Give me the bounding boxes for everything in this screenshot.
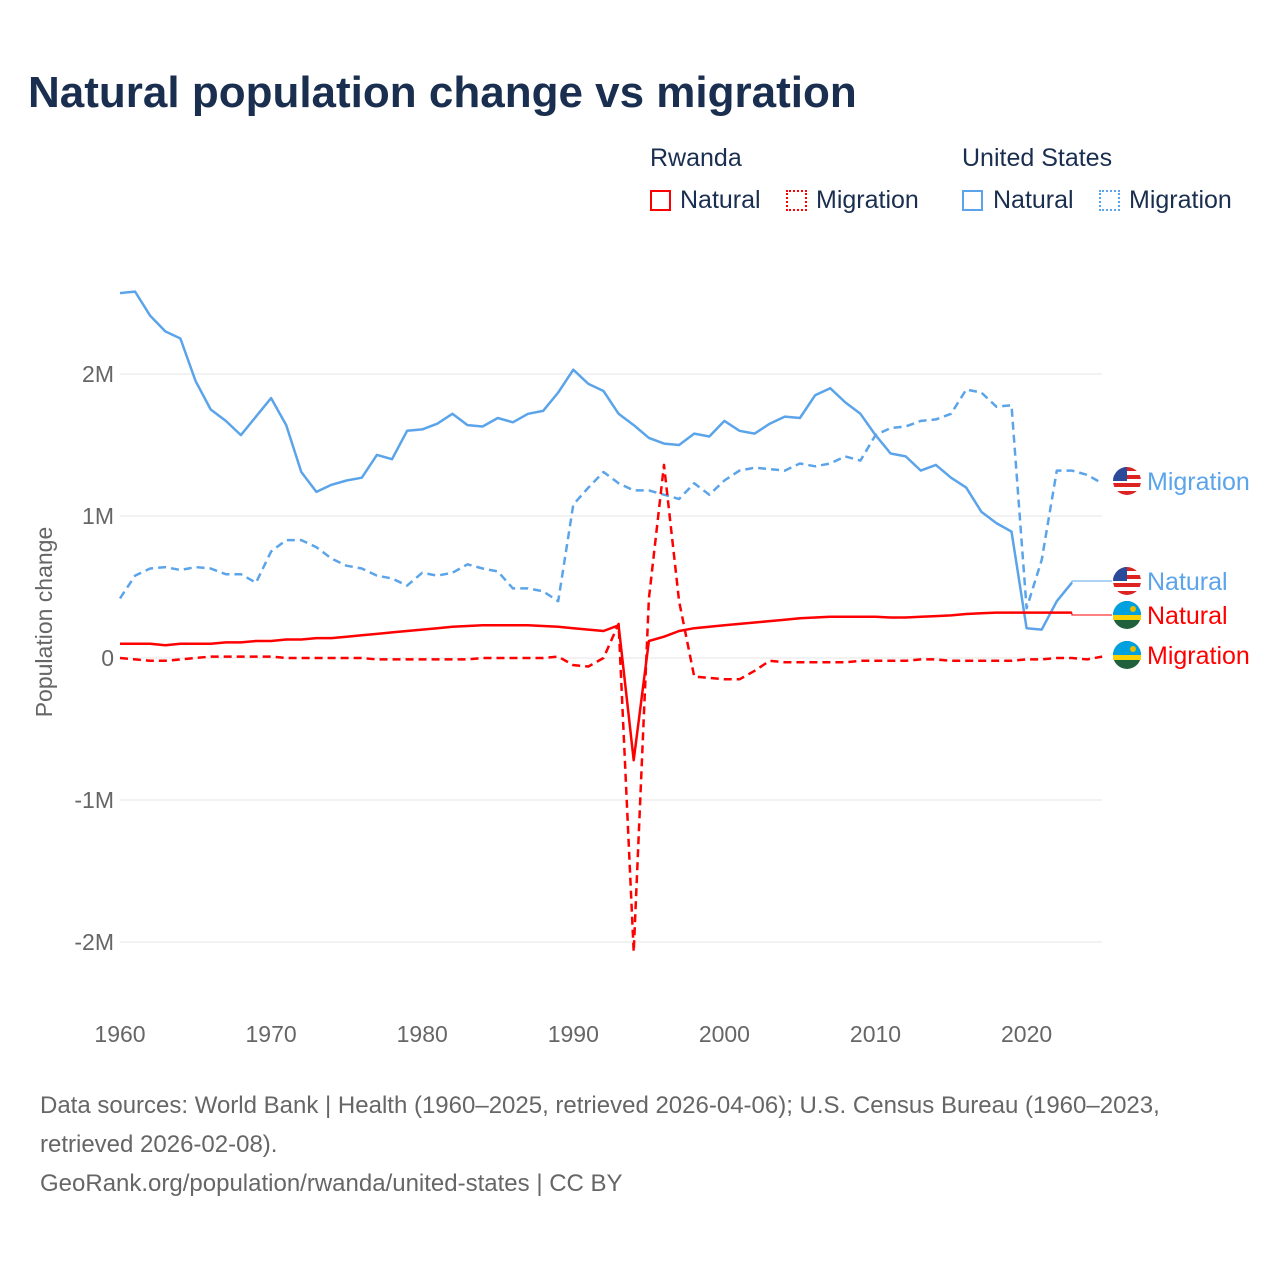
x-tick-label: 1970 [246,1021,297,1047]
series-end-label: Migration [1147,468,1250,496]
rwanda-flag-sun [1130,606,1136,612]
series-line-rwanda-natural [120,611,1072,762]
x-tick-label: 2010 [850,1021,901,1047]
y-tick-label: 2M [82,361,114,387]
series-line-rwanda-migration [119,463,1103,954]
label-leader-line [1071,580,1112,583]
x-tick-label: 2000 [699,1021,750,1047]
us-flag-icon [1113,467,1141,495]
chart-title: Natural population change vs migration [28,68,857,117]
us-flag-icon [1113,567,1141,595]
footer-sources-1: Data sources: World Bank | Health (1960–… [40,1092,1160,1119]
series-line-united-states-migration [118,388,1103,610]
rwanda-flag-yellow [1113,615,1141,620]
legend-rwanda-natural[interactable]: Natural [680,186,761,214]
x-tick-label: 1990 [548,1021,599,1047]
series-end-label: Natural [1147,602,1228,630]
rwanda-flag-sun [1130,646,1136,652]
x-tick-label: 2020 [1001,1021,1052,1047]
legend-swatch-us-natural [962,190,983,211]
series-end-label: Migration [1147,642,1250,670]
y-axis-label: Population change [31,527,57,718]
y-tick-label: 0 [101,645,114,671]
series-end-label: Natural [1147,568,1228,596]
footer-link[interactable]: GeoRank.org/population/rwanda/united-sta… [40,1170,623,1197]
rwanda-flag-blue [1113,641,1141,655]
footer-sources-2: retrieved 2026-02-08). [40,1131,278,1158]
legend-swatch-rwanda-migration [786,190,807,211]
x-tick-label: 1980 [397,1021,448,1047]
legend-rwanda-migration[interactable]: Migration [816,186,919,214]
y-tick-label: 1M [82,503,114,529]
legend-swatch-us-migration [1099,190,1120,211]
x-tick-label: 1960 [94,1021,145,1047]
series-line-united-states-natural [119,290,1073,631]
y-tick-label: -1M [74,787,114,813]
rwanda-flag-blue [1113,601,1141,615]
legend-us-natural[interactable]: Natural [993,186,1074,214]
y-tick-label: -2M [74,929,114,955]
rwanda-flag-yellow [1113,655,1141,660]
label-leader-line [1071,612,1112,616]
legend-group-rwanda: Rwanda [650,144,742,172]
legend-swatch-rwanda-natural [650,190,671,211]
legend-us-migration[interactable]: Migration [1129,186,1232,214]
legend-group-us: United States [962,144,1113,172]
